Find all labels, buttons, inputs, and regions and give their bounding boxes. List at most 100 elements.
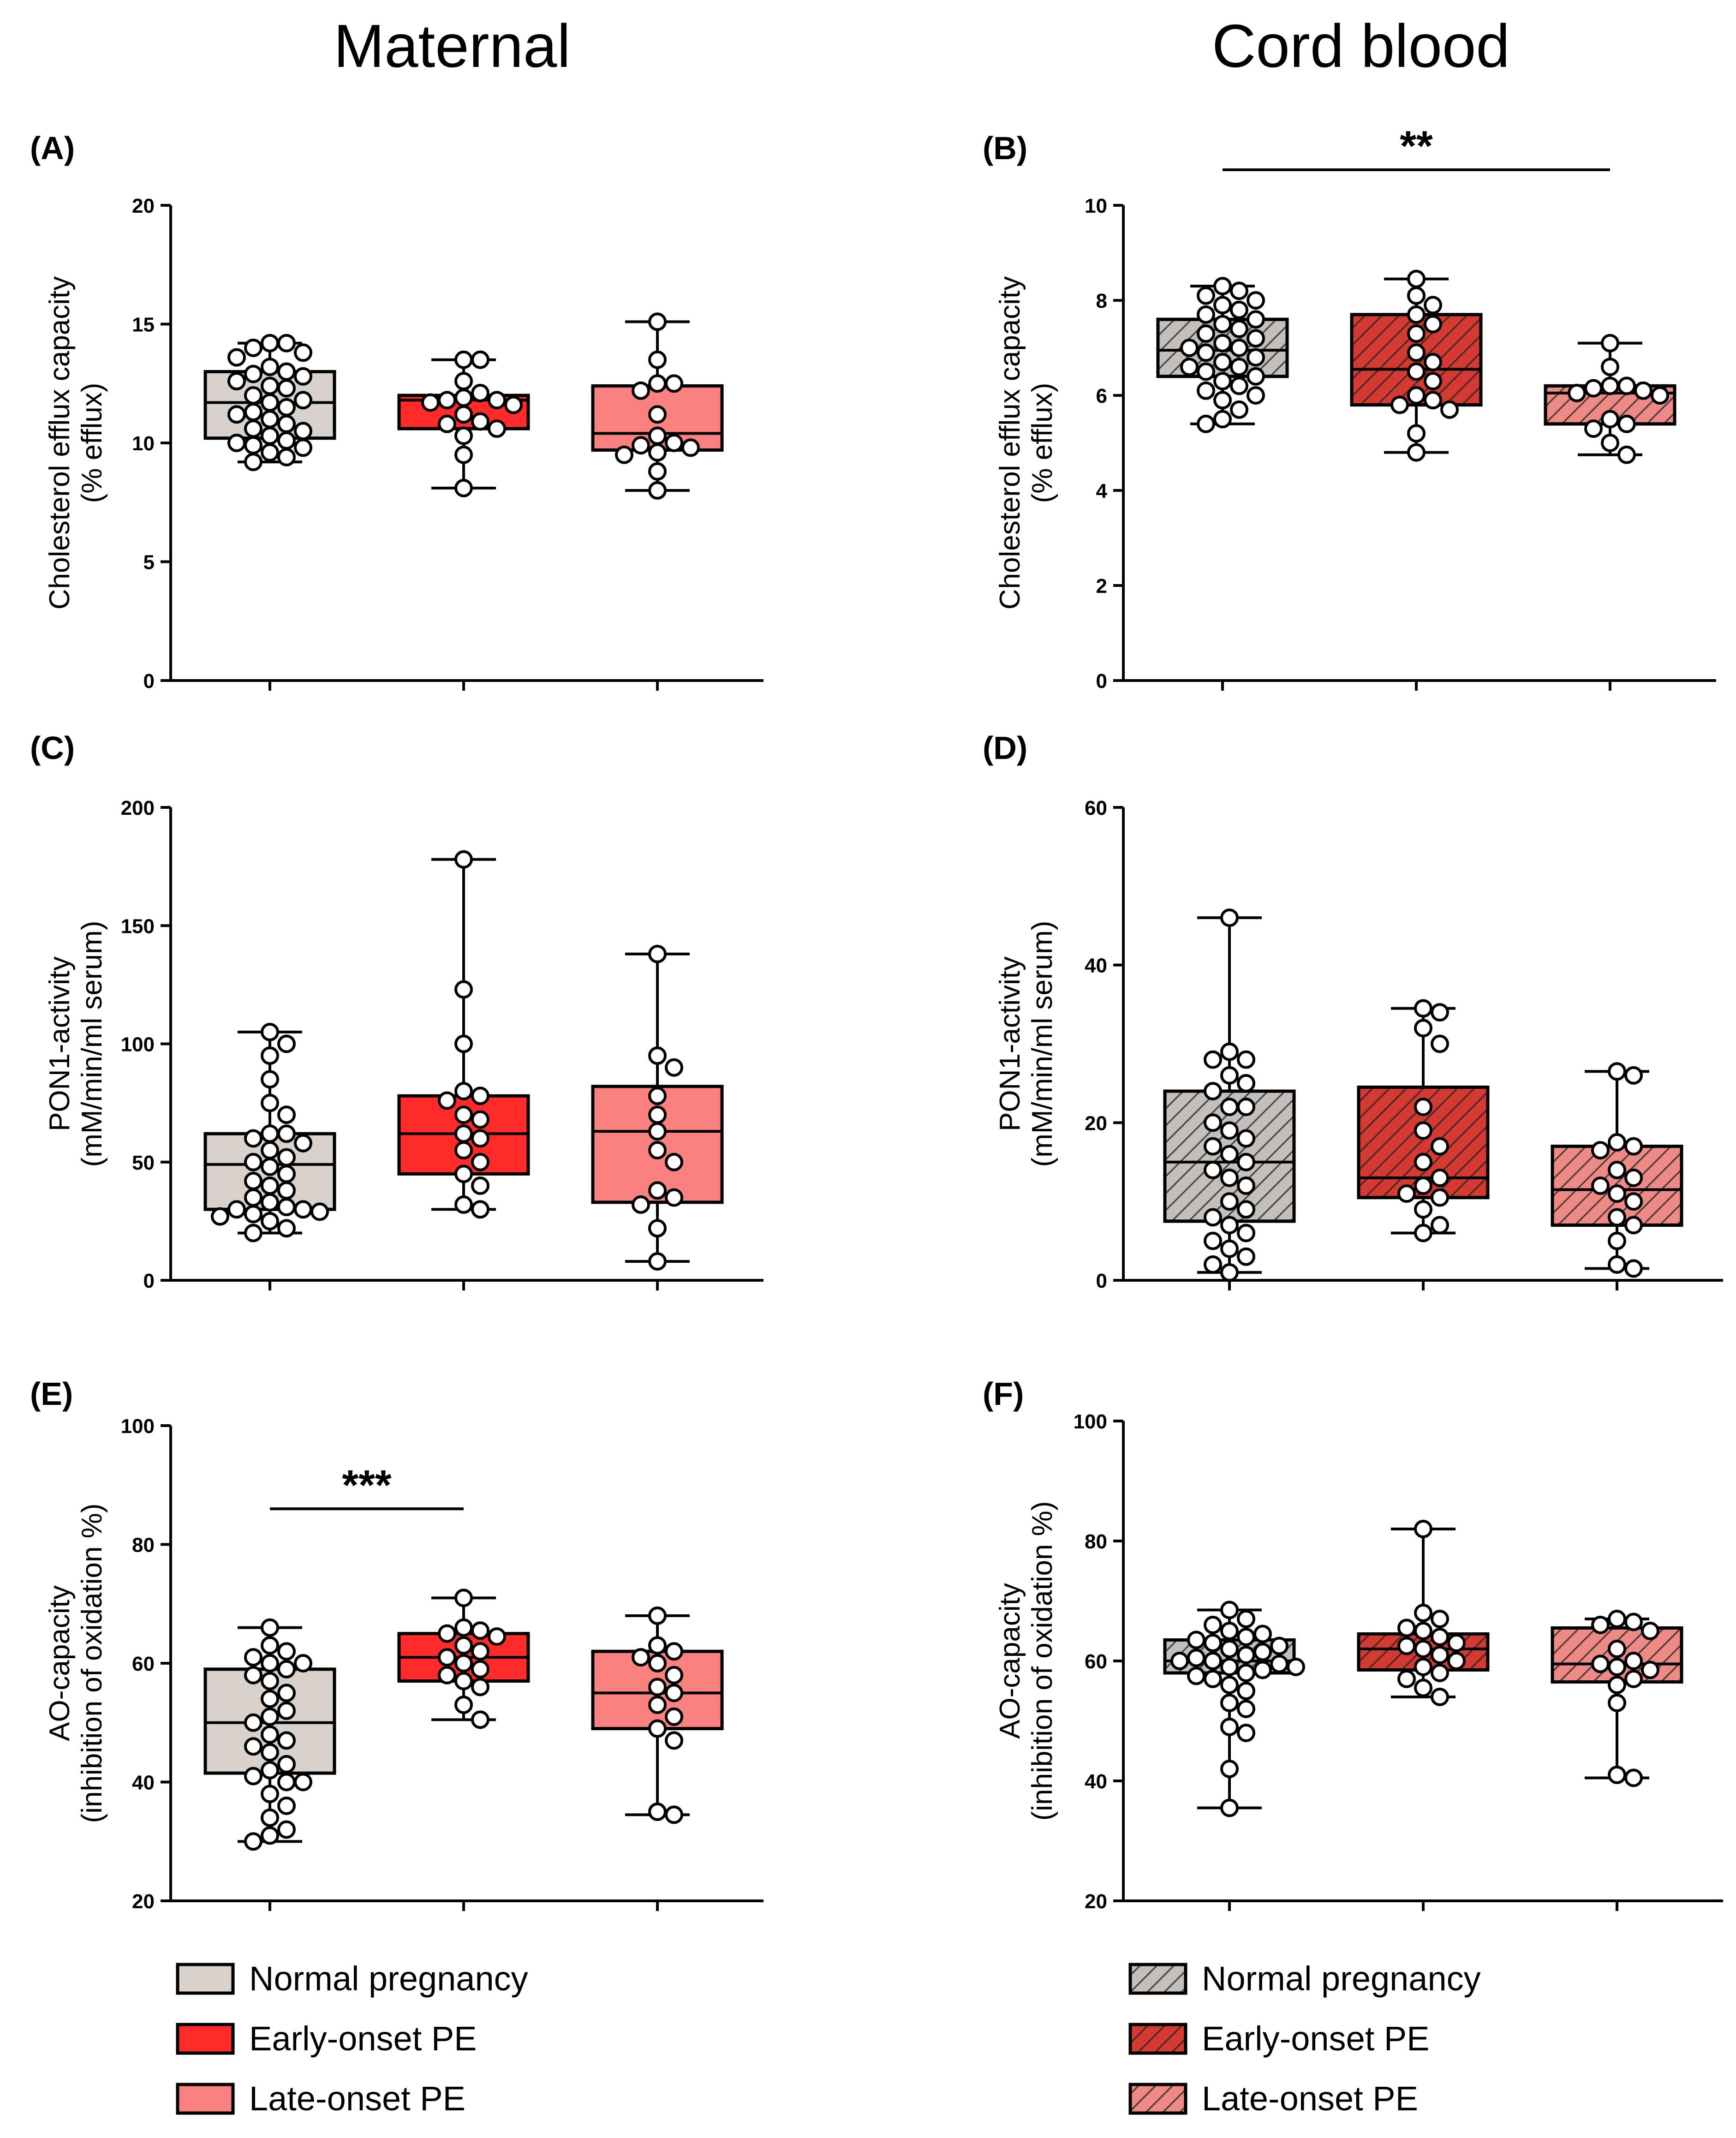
y-tick-label: 50	[132, 1152, 155, 1174]
data-point	[261, 1124, 279, 1143]
data-point	[454, 388, 473, 407]
data-point	[648, 350, 667, 369]
data-point	[1608, 1658, 1626, 1676]
box-group-1	[1350, 269, 1483, 691]
y-tick-label: 6	[1096, 385, 1107, 407]
legend-cord: Normal pregnancy Early-onset PE Late-onset…	[1128, 1959, 1481, 2118]
data-point	[1431, 1646, 1449, 1664]
data-point	[310, 1202, 329, 1221]
data-point	[244, 1767, 262, 1786]
data-point	[1204, 1208, 1222, 1227]
data-point	[277, 431, 296, 450]
data-point	[261, 410, 279, 429]
data-point	[665, 1058, 683, 1077]
y-tick-label: 40	[1085, 1770, 1107, 1793]
data-point	[665, 1153, 683, 1171]
data-point	[1431, 1216, 1449, 1235]
data-point	[1584, 419, 1603, 438]
data-point	[261, 358, 279, 376]
data-point	[1237, 1610, 1255, 1628]
data-point	[454, 1082, 473, 1100]
data-point	[1204, 1255, 1222, 1274]
data-point	[1608, 1640, 1626, 1658]
data-point	[454, 478, 473, 497]
data-point	[1253, 1642, 1272, 1661]
data-point	[1187, 1648, 1205, 1667]
data-point	[1414, 1224, 1432, 1242]
data-point	[1220, 1066, 1239, 1085]
data-point	[488, 391, 506, 410]
data-point	[1414, 1098, 1432, 1117]
y-tick-label: 0	[1096, 1270, 1107, 1292]
y-axis-title: PON1-activity(mM/min/ml serum)	[44, 921, 108, 1167]
y-tick-label: 10	[1085, 195, 1107, 217]
panel-label: (F)	[983, 1376, 1024, 1412]
data-point	[1230, 319, 1248, 338]
data-point	[1407, 386, 1426, 405]
y-axis-title-line: (mM/min/ml serum)	[1026, 921, 1058, 1167]
data-point	[1213, 334, 1232, 352]
data-point	[1617, 376, 1636, 395]
data-point	[454, 1034, 473, 1053]
data-point	[1187, 1666, 1205, 1685]
data-point	[471, 1129, 489, 1148]
data-point	[261, 1022, 279, 1041]
box-group-1	[397, 1589, 530, 1911]
y-tick-label: 2	[1096, 575, 1107, 597]
data-point	[294, 367, 312, 386]
y-tick-label: 20	[1085, 1890, 1107, 1913]
data-point	[277, 448, 296, 466]
data-point	[294, 1654, 312, 1672]
data-point	[1608, 1133, 1626, 1152]
data-point	[244, 1153, 262, 1171]
data-point	[648, 1719, 667, 1738]
data-point	[1591, 1654, 1610, 1673]
data-point	[1414, 1520, 1432, 1538]
data-point	[1213, 315, 1232, 334]
data-point	[277, 1198, 296, 1217]
data-point	[277, 1702, 296, 1720]
data-point	[1220, 1239, 1239, 1258]
legend-label: Early-onset PE	[1202, 2019, 1430, 2058]
box-group-1	[1357, 999, 1490, 1290]
data-point	[277, 1181, 296, 1200]
data-point	[244, 1648, 262, 1667]
data-point	[438, 391, 456, 410]
chart-panel-d: (D) PON1-activity(mM/min/ml serum) 0 20 40 60	[983, 730, 1723, 1292]
data-point	[438, 414, 456, 433]
chart-panel-c: (C) PON1-activity(mM/min/ml serum) 0 50 100 1…	[30, 730, 764, 1292]
data-point	[244, 1737, 262, 1756]
data-point	[438, 1624, 456, 1643]
data-point	[1204, 1634, 1222, 1652]
data-point	[294, 438, 312, 457]
legend-label: Late-onset PE	[1202, 2079, 1418, 2118]
data-point	[665, 1684, 683, 1702]
data-point	[1624, 1066, 1643, 1085]
data-point	[1230, 339, 1248, 357]
box-group-2	[591, 944, 724, 1290]
data-point	[648, 1606, 667, 1625]
data-point	[1230, 300, 1248, 319]
data-point	[1424, 315, 1442, 334]
data-point	[277, 1219, 296, 1238]
y-axis-title: PON1-activity(mM/min/ml serum)	[994, 921, 1058, 1167]
data-point	[277, 362, 296, 381]
data-point	[1220, 1145, 1239, 1164]
y-tick-label: 60	[1085, 1650, 1107, 1673]
y-axis-title: AO-capacity(inhibition of oxidation %)	[994, 1501, 1058, 1821]
data-point	[1608, 1694, 1626, 1712]
data-point	[1247, 291, 1265, 310]
y-tick-label: 4	[1096, 480, 1108, 502]
panel-label: (E)	[30, 1376, 73, 1412]
data-point	[1220, 1601, 1239, 1619]
data-point	[294, 1200, 312, 1219]
data-point	[277, 1034, 296, 1053]
legend-swatch	[176, 1963, 235, 1995]
data-point	[1601, 376, 1619, 395]
y-tick-label: 15	[132, 314, 155, 336]
data-point	[1407, 343, 1426, 362]
data-point	[648, 1636, 667, 1655]
data-point	[454, 980, 473, 999]
data-point	[1608, 1160, 1626, 1179]
